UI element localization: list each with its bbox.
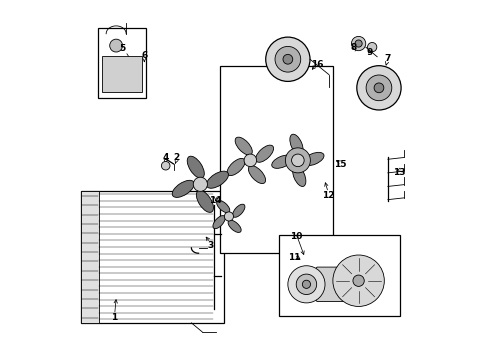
Ellipse shape [228, 220, 241, 233]
Circle shape [110, 39, 122, 52]
Text: 10: 10 [290, 232, 302, 241]
Circle shape [266, 37, 310, 81]
Ellipse shape [235, 137, 252, 155]
Circle shape [368, 42, 377, 52]
Circle shape [302, 280, 311, 288]
Bar [98, 28, 146, 98]
Circle shape [244, 154, 257, 167]
Text: 1: 1 [112, 313, 118, 322]
Text: 14: 14 [209, 196, 222, 205]
Text: 13: 13 [393, 168, 406, 177]
Circle shape [161, 161, 170, 170]
Ellipse shape [256, 145, 273, 162]
Text: 7: 7 [384, 54, 391, 63]
Circle shape [353, 275, 364, 287]
Ellipse shape [217, 201, 230, 213]
Bar [102, 56, 142, 93]
Bar [279, 235, 400, 316]
Text: 12: 12 [322, 190, 335, 199]
Ellipse shape [187, 156, 204, 178]
Text: 9: 9 [366, 48, 372, 57]
Circle shape [374, 83, 384, 93]
Text: 16: 16 [311, 60, 324, 69]
Text: 11: 11 [288, 253, 300, 262]
Circle shape [357, 66, 401, 110]
Text: 5: 5 [120, 44, 126, 53]
Ellipse shape [303, 152, 324, 166]
Text: 6: 6 [141, 51, 147, 60]
Circle shape [355, 40, 362, 47]
Circle shape [333, 255, 384, 306]
Circle shape [285, 148, 310, 173]
Text: 8: 8 [350, 42, 356, 51]
Circle shape [193, 177, 207, 192]
Ellipse shape [293, 166, 306, 186]
Ellipse shape [213, 216, 225, 229]
Ellipse shape [206, 171, 228, 188]
Ellipse shape [233, 204, 245, 217]
Circle shape [292, 154, 304, 167]
FancyBboxPatch shape [316, 267, 345, 302]
Circle shape [275, 46, 301, 72]
Circle shape [224, 212, 233, 221]
Circle shape [288, 266, 325, 303]
Circle shape [366, 75, 392, 101]
Bar [220, 66, 333, 253]
Ellipse shape [272, 155, 293, 168]
Ellipse shape [290, 134, 303, 155]
Text: 4: 4 [163, 153, 169, 162]
Text: 15: 15 [335, 161, 347, 170]
Circle shape [351, 36, 366, 51]
Ellipse shape [248, 166, 266, 184]
Circle shape [296, 274, 317, 294]
Text: 3: 3 [207, 240, 214, 249]
Bar [81, 191, 223, 323]
Text: 2: 2 [173, 153, 179, 162]
Ellipse shape [227, 158, 245, 176]
Ellipse shape [196, 190, 214, 212]
Ellipse shape [172, 180, 195, 197]
Circle shape [283, 54, 293, 64]
Bar [81, 191, 99, 323]
